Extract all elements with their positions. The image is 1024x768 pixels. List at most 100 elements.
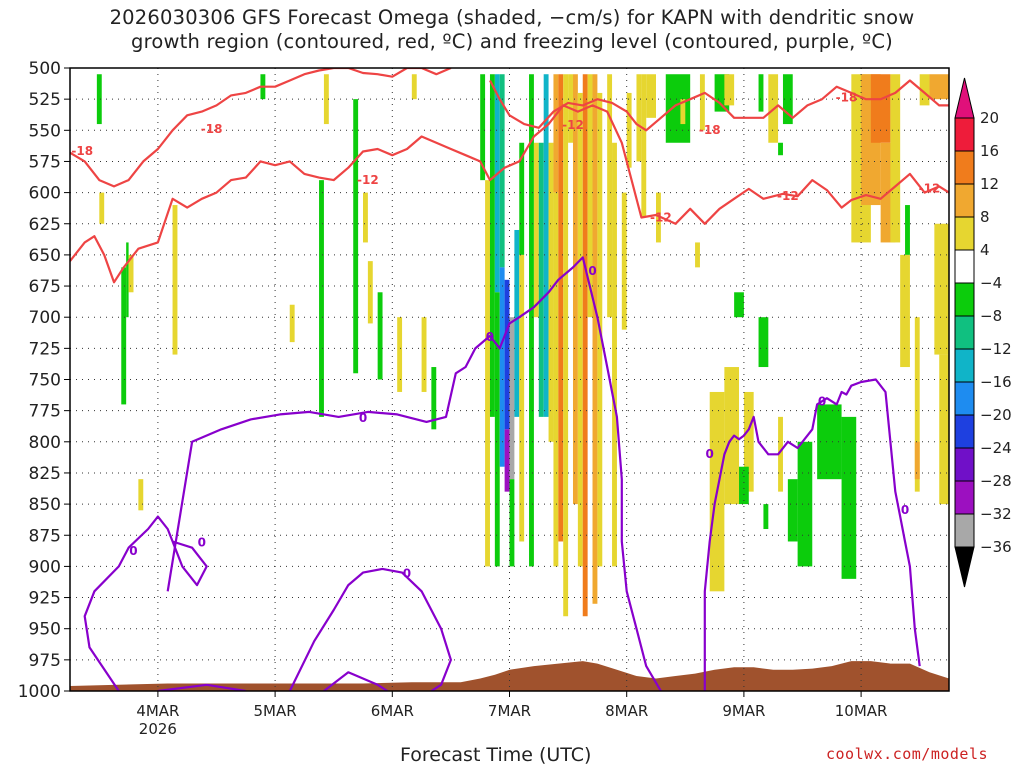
- omega-cell: [553, 192, 559, 567]
- omega-cell: [499, 267, 505, 467]
- y-tick-label: 875: [29, 526, 61, 546]
- colorbar-bin: [954, 414, 975, 449]
- omega-cell: [724, 367, 740, 505]
- omega-cell: [353, 99, 359, 374]
- omega-cell: [905, 205, 910, 255]
- contour-label: -12: [777, 189, 799, 203]
- colorbar-under-arrow: [954, 546, 975, 588]
- omega-cell: [939, 354, 949, 505]
- omega-cell: [319, 180, 324, 417]
- y-tick-label: 950: [29, 620, 61, 640]
- y-tick-label: 825: [29, 464, 61, 484]
- contour-label: -18: [71, 144, 93, 158]
- y-tick-label: 775: [29, 402, 61, 422]
- omega-cell: [519, 254, 525, 542]
- colorbar-label: −24: [980, 439, 1012, 457]
- omega-cell: [548, 142, 554, 442]
- omega-cell: [126, 242, 129, 318]
- omega-cell: [121, 267, 127, 405]
- colorbar-bin: [954, 249, 975, 284]
- omega-cell: [914, 441, 920, 480]
- omega-cell: [817, 404, 842, 480]
- omega-cell: [778, 416, 783, 492]
- freezing-level-contour: [166, 256, 662, 691]
- x-tick-label: 5MAR: [254, 702, 297, 720]
- omega-cell: [533, 142, 539, 318]
- x-tick-label: 7MAR: [488, 702, 531, 720]
- x-tick-label: 4MAR: [136, 702, 179, 720]
- omega-cell: [758, 317, 769, 368]
- omega-cell: [782, 74, 793, 125]
- omega-cell: [699, 74, 705, 131]
- y-tick-label: 550: [29, 121, 61, 141]
- colorbar-bin: [954, 480, 975, 515]
- omega-cell: [665, 74, 691, 143]
- credit-text: coolwx.com/models: [826, 745, 989, 763]
- omega-cell: [890, 74, 901, 243]
- dgz-minus12-contour: [70, 104, 949, 284]
- contour-label: -18: [836, 91, 858, 105]
- y-tick-label: 1000: [18, 682, 61, 702]
- contour-label: 0: [359, 411, 367, 425]
- colorbar-label: 8: [980, 208, 990, 226]
- y-tick-label: 900: [29, 557, 61, 577]
- y-tick-label: 625: [29, 215, 61, 235]
- y-tick-label: 675: [29, 277, 61, 297]
- omega-cell: [695, 242, 700, 268]
- omega-cell: [509, 479, 515, 567]
- omega-cell: [519, 142, 525, 255]
- omega-cell: [636, 74, 642, 162]
- y-tick-label: 700: [29, 308, 61, 328]
- omega-cell: [411, 74, 417, 100]
- freezing-level-contour: [323, 671, 388, 691]
- contour-labels: -18 -18 -18 -18 -12 -12 -12 -12 -12 0 0 0 0 0 0 0 0 0: [71, 91, 940, 581]
- contour-label: 0: [706, 447, 714, 461]
- y-tick-label: 750: [29, 371, 61, 391]
- omega-cell: [929, 74, 949, 100]
- colorbar-over-arrow: [954, 77, 975, 119]
- y-tick-label: 500: [29, 59, 61, 79]
- contour-label: 0: [198, 535, 206, 549]
- colorbar-label: −36: [980, 538, 1012, 556]
- omega-cell: [128, 254, 134, 293]
- omega-cell: [494, 292, 500, 567]
- colorbar-bin: [954, 216, 975, 251]
- contour-label: -12: [562, 118, 584, 132]
- y-tick-label: 975: [29, 651, 61, 671]
- contour-label: -18: [201, 122, 223, 136]
- contour-label: -12: [357, 173, 379, 187]
- colorbar-label: −4: [980, 274, 1002, 292]
- omega-cell: [543, 74, 549, 417]
- colorbar-bin: [954, 183, 975, 218]
- omega-cell: [587, 74, 593, 318]
- omega-cell: [641, 74, 647, 218]
- omega-cell: [919, 74, 930, 106]
- omega-cell: [607, 74, 613, 318]
- chart-title-line2: growth region (contoured, red, ºC) and f…: [131, 30, 893, 53]
- omega-cell: [592, 74, 598, 604]
- omega-cell: [377, 292, 383, 380]
- omega-cell: [480, 74, 486, 181]
- chart-title: 2026030306 GFS Forecast Omega (shaded, −…: [0, 6, 1024, 54]
- omega-cell: [367, 261, 373, 324]
- omega-cell: [563, 74, 569, 617]
- dgz-minus18-contour: [70, 68, 452, 188]
- omega-cell: [363, 192, 368, 243]
- colorbar-label: −8: [980, 307, 1002, 325]
- colorbar-label: 16: [980, 142, 999, 160]
- y-tick-label: 600: [29, 184, 61, 204]
- terrain-fill: [70, 661, 949, 691]
- colorbar-bin: [954, 513, 975, 548]
- omega-cell: [787, 479, 798, 542]
- freezing-level-contour: [703, 378, 921, 691]
- colorbar-bin: [954, 381, 975, 416]
- omega-cell: [577, 92, 583, 567]
- colorbar-label: 20: [980, 109, 999, 127]
- omega-cell: [763, 504, 769, 530]
- omega-cell: [778, 142, 783, 156]
- colorbar-bin: [954, 447, 975, 482]
- x-tick-label: 10MAR: [835, 702, 888, 720]
- y-axis: 500 525 550 575 600 625 650 675 700 725 750 775 800 8…: [18, 59, 70, 702]
- grid-lines: [70, 68, 949, 691]
- dgz-minus18-contour: [489, 79, 949, 132]
